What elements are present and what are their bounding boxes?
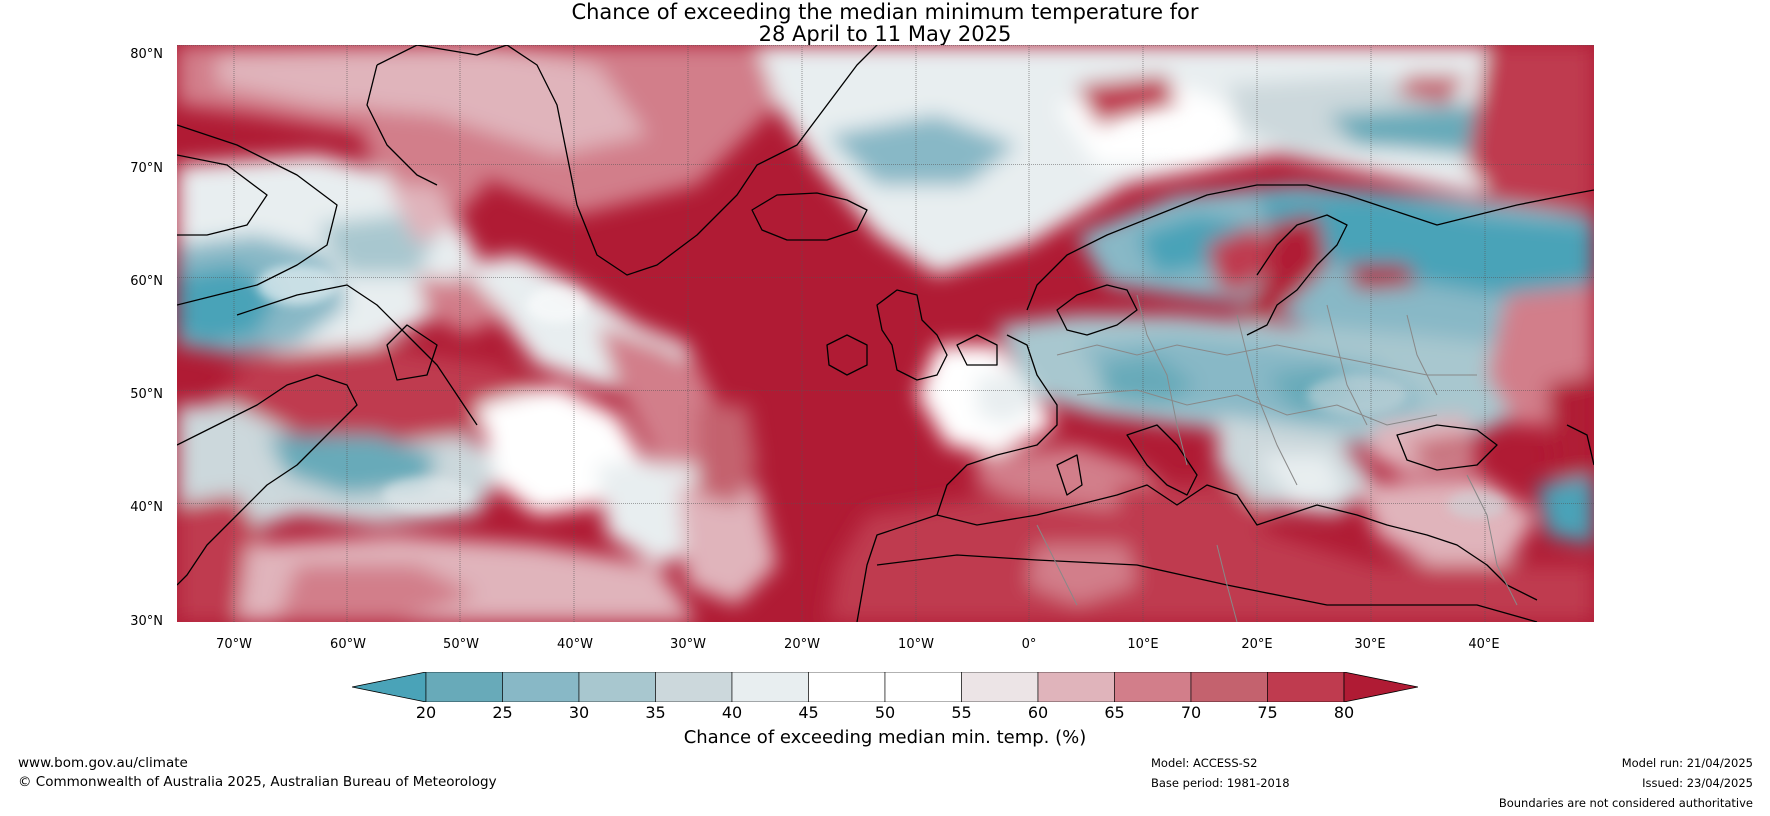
lon-label-70w: 70°W [216, 637, 252, 652]
colorbar-tick-label: 25 [492, 703, 513, 722]
website-link[interactable]: www.bom.gov.au/climate [18, 755, 188, 771]
colorbar-tick-label: 55 [951, 703, 972, 722]
colorbar-tick-label: 50 [874, 703, 896, 722]
colorbar-tick-label: 80 [1333, 703, 1355, 722]
lat-label-40n: 40°N [130, 500, 163, 515]
lat-label-80n: 80°N [130, 47, 163, 62]
colorbar-segment [425, 671, 503, 703]
lon-label-50w: 50°W [443, 637, 479, 652]
national-borders [1036, 294, 1518, 622]
base-period: Base period: 1981-2018 [1151, 776, 1290, 790]
colorbar-tick-label: 70 [1180, 703, 1202, 722]
lon-label-30w: 30°W [670, 637, 706, 652]
lon-label-10e: 10°E [1127, 637, 1159, 652]
colorbar-tick-label: 45 [798, 703, 819, 722]
coastlines [177, 45, 1594, 622]
colorbar-tick-label: 35 [645, 703, 666, 722]
issued-date: Issued: 23/04/2025 [1642, 776, 1753, 790]
colorbar-tick-label: 40 [721, 703, 743, 722]
colorbar-label: Chance of exceeding median min. temp. (%… [683, 727, 1087, 748]
lon-label-40e: 40°E [1468, 637, 1500, 652]
colorbar-tick-label: 30 [568, 703, 590, 722]
colorbar-tick-label: 20 [415, 703, 437, 722]
colorbar-segment [655, 671, 733, 703]
lon-label-0: 0° [1021, 637, 1037, 652]
colorbar-segment [961, 671, 1039, 703]
lat-label-60n: 60°N [130, 274, 163, 289]
colorbar-segment [1190, 671, 1268, 703]
colorbar-tick-label: 65 [1104, 703, 1125, 722]
colorbar-tick-label: 60 [1027, 703, 1049, 722]
colorbar-segment [1114, 671, 1192, 703]
lat-label-70n: 70°N [130, 161, 163, 176]
model-name: Model: ACCESS-S2 [1151, 756, 1258, 770]
lon-label-20w: 20°W [784, 637, 820, 652]
map-subtitle-period: 28 April to 11 May 2025 [758, 22, 1012, 46]
colorbar-svg [351, 671, 1419, 703]
lat-label-30n: 30°N [130, 614, 163, 629]
colorbar-under-arrow [351, 671, 427, 703]
lat-label-50n: 50°N [130, 387, 163, 402]
colorbar-segment [731, 671, 809, 703]
copyright-text: © Commonwealth of Australia 2025, Austra… [18, 774, 497, 790]
colorbar-over-arrow [1343, 671, 1419, 703]
lon-label-40w: 40°W [557, 637, 593, 652]
lon-label-60w: 60°W [330, 637, 366, 652]
contour-texture [257, 117, 1507, 519]
boundaries-disclaimer: Boundaries are not considered authoritat… [1498, 796, 1753, 810]
model-run-date: Model run: 21/04/2025 [1621, 756, 1753, 770]
probability-map [177, 45, 1594, 622]
colorbar-segment [1037, 671, 1115, 703]
lon-label-30e: 30°E [1354, 637, 1386, 652]
lon-label-20e: 20°E [1241, 637, 1273, 652]
lon-label-10w: 10°W [898, 637, 934, 652]
colorbar-segment [578, 671, 656, 703]
colorbar-segment [884, 671, 962, 703]
colorbar [351, 671, 1419, 703]
colorbar-segment [1267, 671, 1345, 703]
map-title: Chance of exceeding the median minimum t… [571, 0, 1199, 24]
colorbar-segment [808, 671, 886, 703]
colorbar-tick-label: 75 [1257, 703, 1278, 722]
map-svg [177, 45, 1594, 622]
graticule [177, 45, 1594, 622]
colorbar-segment [502, 671, 580, 703]
